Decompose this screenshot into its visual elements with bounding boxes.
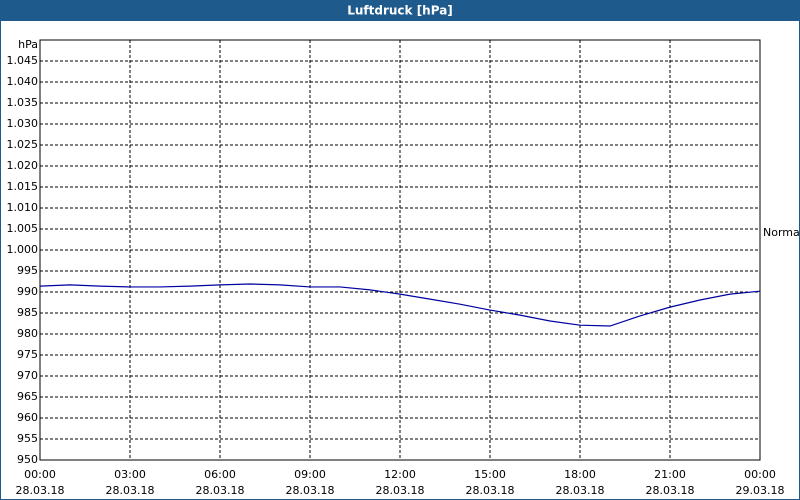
x-tick-label: 28.03.18: [286, 484, 335, 497]
data-line: [39, 283, 761, 327]
x-tick-label: 12:00: [384, 468, 416, 481]
y-tick-label: 1.030: [7, 117, 39, 130]
y-unit: hPa: [18, 38, 38, 51]
y-tick-label: 1.040: [7, 75, 39, 88]
y-tick-label: 1.045: [7, 54, 39, 67]
y-tick-label: 980: [17, 327, 38, 340]
x-tick-label: 28.03.18: [376, 484, 425, 497]
x-tick-label: 03:00: [114, 468, 146, 481]
y-tick-label: 975: [17, 348, 38, 361]
y-tick-label: 960: [17, 411, 38, 424]
x-tick-label: 21:00: [654, 468, 686, 481]
x-tick-label: 00:00: [744, 468, 776, 481]
y-tick-label: 970: [17, 369, 38, 382]
x-tick-label: 28.03.18: [196, 484, 245, 497]
y-tick-label: 965: [17, 390, 38, 403]
y-tick-label: 1.020: [7, 159, 39, 172]
title-bar: [0, 0, 800, 21]
x-tick-label: 09:00: [294, 468, 326, 481]
y-tick-label: 1.015: [7, 180, 39, 193]
x-tick-label: 00:00: [24, 468, 56, 481]
x-tick-label: 28.03.18: [646, 484, 695, 497]
y-tick-label: 1.010: [7, 201, 39, 214]
y-tick-label: 985: [17, 306, 38, 319]
x-tick-label: 28.03.18: [556, 484, 605, 497]
x-tick-label: 28.03.18: [466, 484, 515, 497]
y-tick-label: 1.000: [7, 243, 39, 256]
y-tick-label: 995: [17, 264, 38, 277]
x-tick-label: 28.03.18: [16, 484, 65, 497]
y-tick-label: 955: [17, 432, 38, 445]
x-tick-label: 15:00: [474, 468, 506, 481]
x-tick-label: 29.03.18: [736, 484, 785, 497]
y-tick-label: 950: [17, 453, 38, 466]
y-tick-label: 990: [17, 285, 38, 298]
normal-label: Normal: [763, 226, 800, 239]
x-tick-label: 28.03.18: [106, 484, 155, 497]
y-tick-label: 1.025: [7, 138, 39, 151]
x-tick-label: 06:00: [204, 468, 236, 481]
x-tick-label: 18:00: [564, 468, 596, 481]
y-tick-label: 1.005: [7, 222, 39, 235]
chart-title: Luftdruck [hPa]: [347, 4, 453, 18]
y-tick-label: 1.035: [7, 96, 39, 109]
